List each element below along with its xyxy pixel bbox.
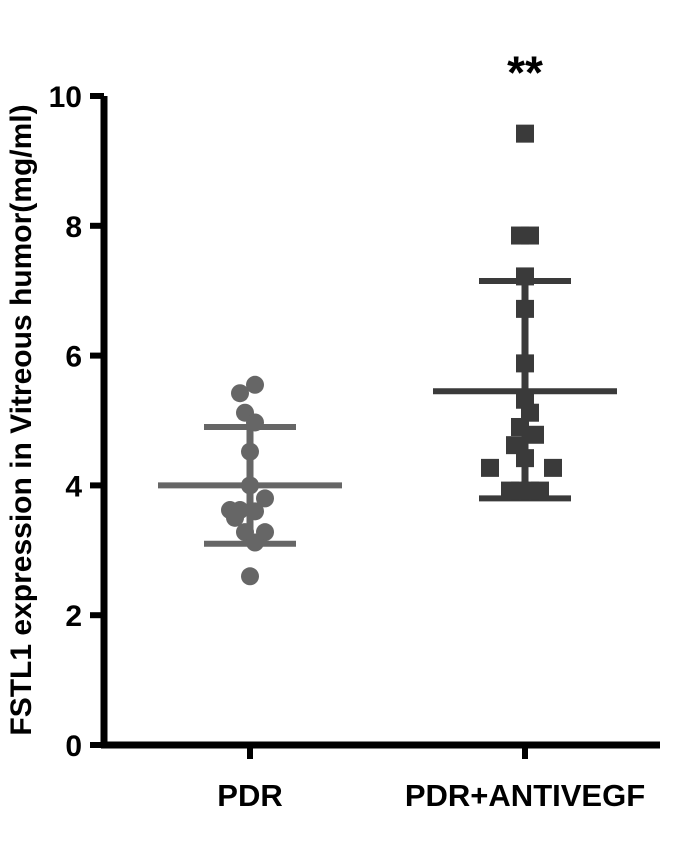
y-tick-label: 0	[65, 730, 82, 763]
data-point-circle	[241, 442, 259, 461]
data-point-circle	[241, 476, 259, 495]
data-point-square	[526, 425, 544, 444]
data-point-circle	[231, 384, 249, 403]
data-point-square	[516, 299, 534, 318]
data-point-square	[521, 226, 539, 245]
data-point-circle	[246, 502, 264, 521]
axes: 0 2 4 6 8 10 PDR PDR+ANTIVEGF	[49, 81, 660, 813]
data-point-square	[516, 267, 534, 286]
data-point-square	[531, 481, 549, 500]
data-point-square	[511, 417, 529, 436]
data-point-square	[516, 354, 534, 373]
y-tick-label: 8	[65, 211, 82, 244]
annotations: **	[507, 46, 543, 98]
significance-label: **	[507, 46, 543, 98]
y-axis-title: FSTL1 expression in Vitreous humor(mg/ml…	[5, 104, 38, 735]
data-point-square	[521, 403, 539, 422]
data-point-circle	[246, 533, 264, 552]
data-point-square	[544, 458, 562, 477]
y-tick-label: 10	[49, 81, 82, 114]
data-point-circle	[246, 375, 264, 394]
x-tick-label: PDR	[217, 778, 282, 813]
y-tick-label: 6	[65, 341, 82, 374]
data-point-circle	[226, 508, 244, 527]
data-point-square	[516, 449, 534, 468]
data-points	[221, 124, 562, 586]
data-point-circle	[246, 413, 264, 432]
y-tick-label: 2	[65, 600, 82, 633]
data-point-circle	[241, 567, 259, 586]
y-tick-label: 4	[65, 470, 82, 503]
data-point-circle	[256, 489, 274, 508]
data-point-square	[516, 124, 534, 143]
x-tick-label: PDR+ANTIVEGF	[405, 778, 645, 813]
data-point-square	[481, 458, 499, 477]
